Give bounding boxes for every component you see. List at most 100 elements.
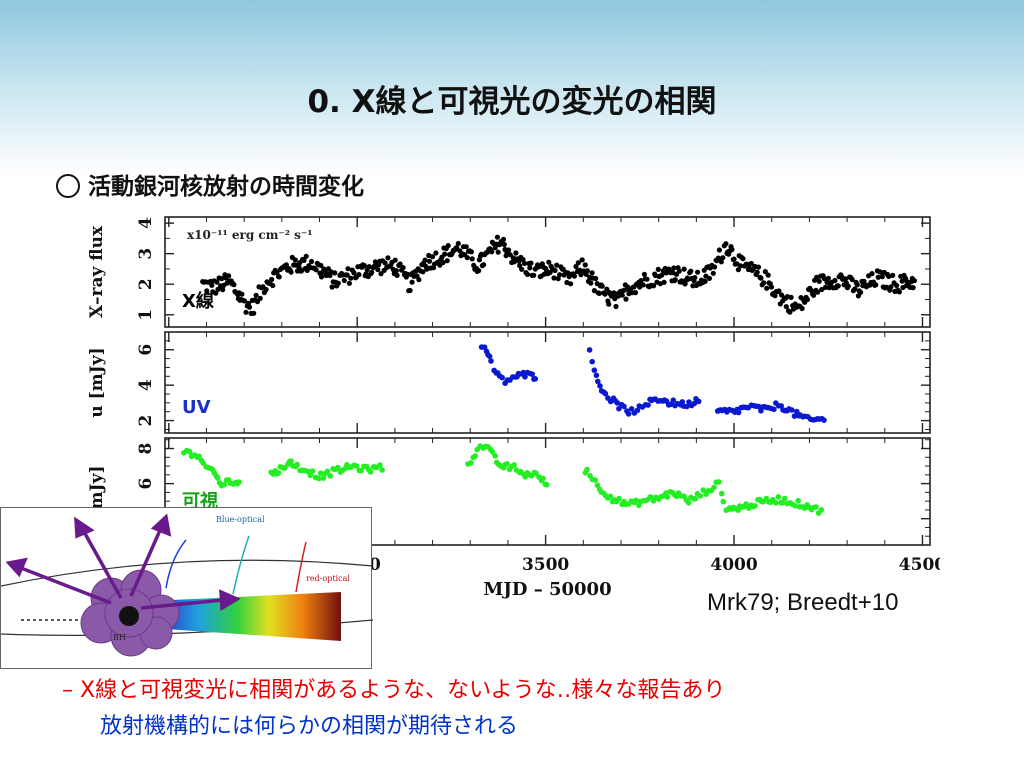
data-point [858,289,864,295]
data-point [214,279,220,285]
data-point [743,501,749,507]
data-point [716,247,723,253]
data-point [720,498,727,505]
data-point [735,507,741,513]
y-tick-label: 3 [136,248,156,260]
data-point [221,481,227,488]
data-point [647,494,654,500]
data-point [385,255,391,261]
data-point [748,260,754,267]
data-point [426,258,433,264]
y-axis-label: [mJy] [87,466,107,518]
data-point [602,291,608,297]
data-point [253,292,259,298]
data-point [740,256,746,262]
data-point [815,289,821,295]
data-point [500,236,507,242]
xray-arrows [5,513,241,611]
data-point [444,258,450,264]
data-point [593,275,599,282]
data-point [243,309,249,315]
data-point [668,401,674,408]
data-point [672,277,678,283]
data-point [400,265,406,271]
data-point [433,250,439,256]
data-point [849,276,855,283]
data-point [318,274,325,280]
data-point [577,267,583,273]
data-point [220,287,226,293]
data-point [818,507,825,513]
data-point [429,254,436,260]
data-point [382,260,388,266]
blue-arrow [165,539,187,589]
data-point [613,303,619,310]
data-point [852,286,858,292]
data-point [335,464,341,471]
data-point [579,257,585,263]
data-point [327,473,334,479]
data-point [616,405,622,412]
data-point [625,411,632,417]
data-point [196,453,202,460]
data-point [555,276,561,282]
data-point [351,270,357,276]
data-point [718,259,724,265]
data-point [375,266,381,273]
red-optical-label: red-optical [306,574,350,583]
black-hole-icon [119,606,139,626]
data-point [303,253,309,259]
y-tick-label: 8 [136,443,156,455]
data-point [528,260,534,266]
x-axis-label: MJD – 50000 [483,579,611,600]
data-point [791,413,798,419]
y-tick-label: 2 [136,278,156,290]
data-point [307,472,314,479]
data-point [593,372,600,379]
data-point [619,292,625,298]
data-point [356,272,362,278]
data-point [519,266,525,272]
data-point [361,262,367,269]
data-point [552,267,558,274]
data-point [269,276,275,283]
slide-title: 0. X線と可視光の変光の相関 [307,84,717,120]
data-point [706,275,713,281]
data-point [720,255,726,261]
data-point [345,266,351,272]
note-line-1: – X線と可視変光に相関があるような、ないような‥様々な報告あり [62,672,725,704]
data-point [765,272,771,278]
data-point [632,290,639,296]
data-point [463,244,469,250]
data-point [584,466,590,473]
data-point [472,453,479,459]
data-point [843,276,849,282]
data-point [481,262,487,268]
data-point [719,490,725,497]
data-point [588,280,594,286]
data-point [679,399,686,405]
data-point [775,494,782,500]
data-point [346,280,352,286]
credit-text: Mrk79; Breedt+10 [707,589,899,616]
disk-spectrum-band [151,592,341,641]
data-point [557,272,563,278]
data-point [873,282,879,288]
data-point [584,268,591,274]
panel-frame [164,216,931,328]
data-point [822,284,829,290]
data-point [494,234,500,240]
data-point [511,462,517,468]
data-point [591,367,598,373]
data-point [520,369,527,376]
data-point [533,470,539,477]
data-point [524,271,531,277]
data-point [888,284,894,290]
data-point [684,403,690,410]
data-point [442,251,448,257]
data-point [723,241,729,247]
data-point [366,264,372,270]
data-point [779,500,786,506]
note-line-2: 放射機構的には何らかの相関が期待される [100,714,519,739]
y-tick-label: 4 [136,379,156,391]
